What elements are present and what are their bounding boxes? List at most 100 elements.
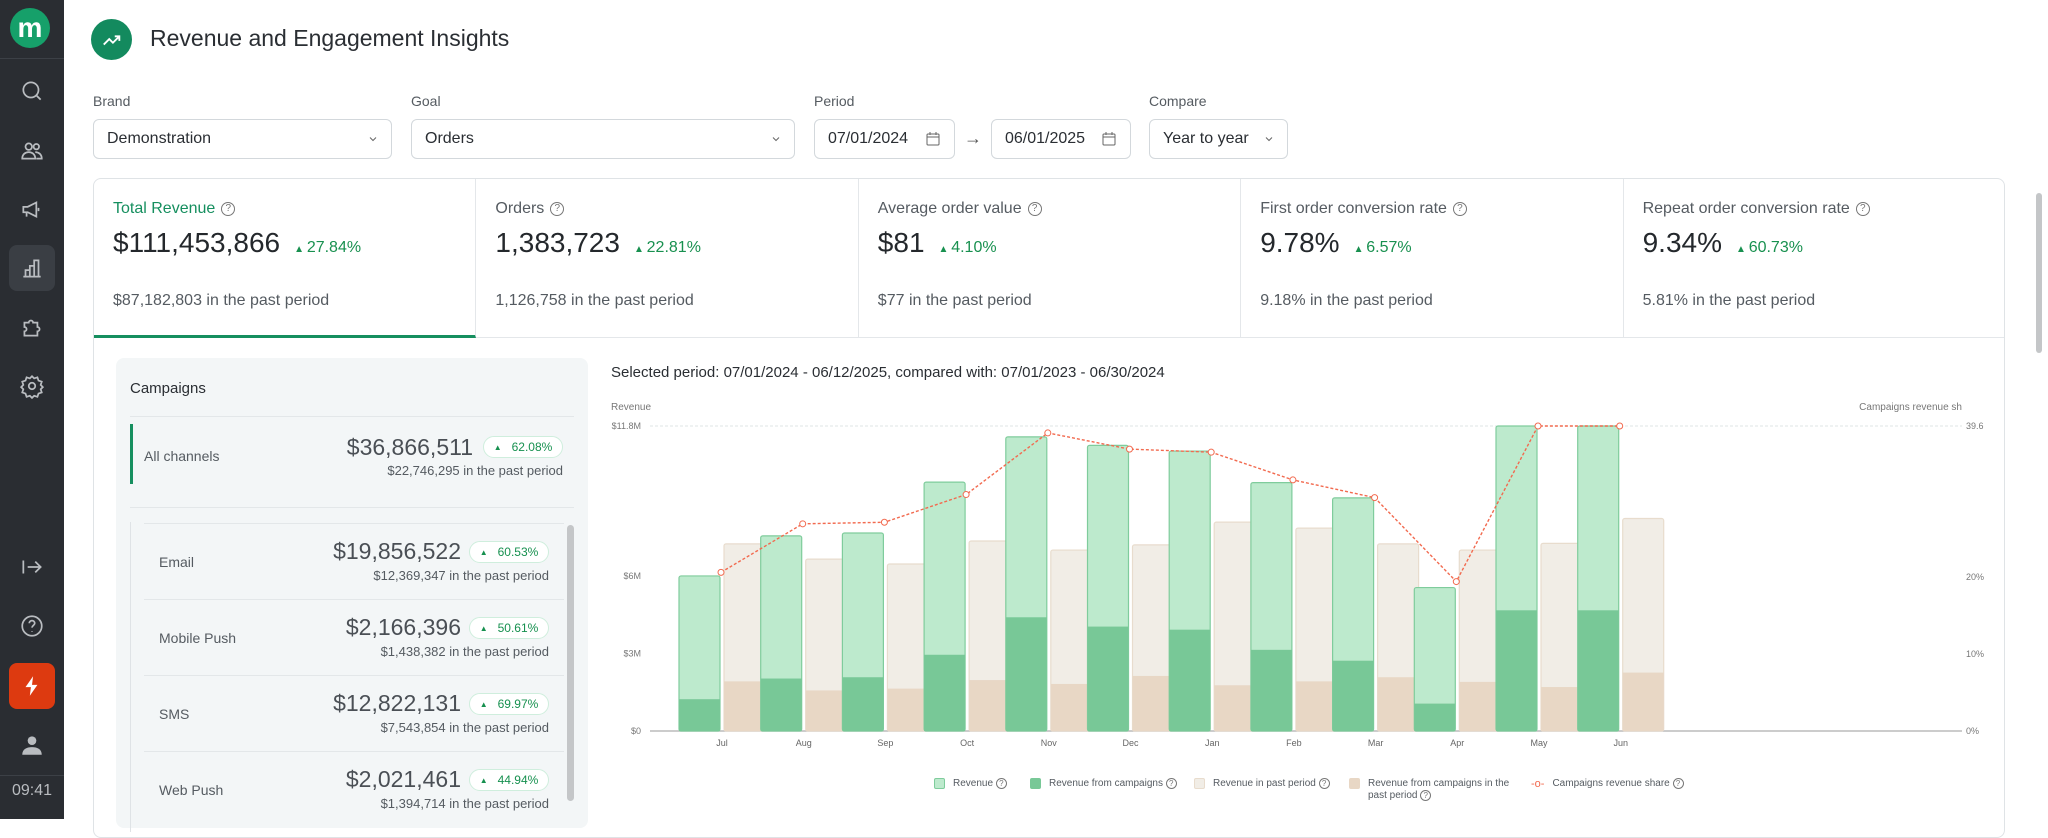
compare-select[interactable]: Year to year bbox=[1149, 119, 1288, 159]
legend-line-marker: -o- bbox=[1531, 778, 1545, 790]
channel-name: Mobile Push bbox=[159, 630, 237, 646]
y2-tick-label: 39.6 bbox=[1966, 421, 1984, 431]
channel-row[interactable]: Email $19,856,522 ▲ 60.53% $12,369,347 in… bbox=[144, 523, 564, 599]
chart-title: Selected period: 07/01/2024 - 06/12/2025… bbox=[611, 364, 1165, 381]
brand-label: Brand bbox=[93, 93, 131, 109]
legend-label: Revenue from campaigns bbox=[1049, 778, 1163, 789]
kpi-delta-value: 27.84% bbox=[306, 239, 362, 256]
compare-label: Compare bbox=[1149, 93, 1207, 109]
calendar-icon bbox=[1102, 132, 1116, 146]
kpi-tab[interactable]: First order conversion rate? 9.78% ▲ 6.57… bbox=[1241, 179, 1624, 338]
legend-item[interactable]: Revenue from campaigns in the past perio… bbox=[1349, 778, 1518, 802]
channel-row[interactable]: Mobile Push $2,166,396 ▲ 50.61% $1,438,38… bbox=[144, 599, 564, 675]
share-point bbox=[1044, 429, 1052, 437]
up-arrow-icon: ▲ bbox=[633, 244, 647, 255]
share-point bbox=[1207, 448, 1215, 456]
legend-item[interactable]: Revenue ? bbox=[934, 778, 1007, 790]
channel-name: SMS bbox=[159, 706, 190, 722]
settings-icon[interactable] bbox=[9, 363, 55, 409]
channel-value: $2,021,461 bbox=[345, 766, 461, 792]
help-icon[interactable]: ? bbox=[1452, 202, 1467, 216]
kpi-tab[interactable]: Repeat order conversion rate? 9.34% ▲ 60.… bbox=[1623, 179, 2004, 338]
goal-value: Orders bbox=[425, 130, 474, 147]
delta-badge: ▲ 69.97% bbox=[469, 693, 549, 715]
brand-select[interactable]: Demonstration bbox=[93, 119, 392, 159]
kpi-value: 9.78% bbox=[1260, 227, 1340, 258]
campaign-revenue-bar bbox=[842, 677, 884, 731]
legend-item[interactable]: Revenue from campaigns ? bbox=[1030, 778, 1177, 790]
chevron-down-icon bbox=[369, 137, 377, 142]
help-icon[interactable]: ? bbox=[1672, 778, 1684, 789]
help-icon[interactable]: ? bbox=[1420, 790, 1432, 801]
help-icon[interactable]: ? bbox=[1855, 202, 1870, 216]
past-value: $22,746,295 in the past period bbox=[387, 463, 563, 478]
expand-icon[interactable] bbox=[9, 544, 55, 590]
past-campaign-revenue-bar bbox=[724, 681, 765, 731]
goal-select[interactable]: Orders bbox=[411, 119, 795, 159]
delta-badge: ▲ 50.61% bbox=[469, 617, 549, 639]
delta-badge: ▲ 60.53% bbox=[469, 541, 549, 563]
app-logo[interactable]: m bbox=[10, 8, 50, 48]
share-point bbox=[880, 518, 888, 526]
share-point bbox=[1452, 578, 1460, 586]
kpi-delta-value: 4.10% bbox=[951, 239, 997, 256]
users-icon[interactable] bbox=[9, 128, 55, 174]
kpi-value: 1,383,723 bbox=[495, 227, 620, 258]
trend-icon bbox=[91, 19, 132, 60]
kpi-delta: ▲ 4.10% bbox=[939, 239, 997, 257]
page-scrollbar[interactable] bbox=[2036, 193, 2042, 353]
arrow-right-icon: → bbox=[964, 128, 982, 148]
y-axis-title: Revenue bbox=[611, 402, 651, 413]
help-icon[interactable]: ? bbox=[1165, 778, 1177, 789]
end-date-input[interactable]: 06/01/2025 bbox=[991, 119, 1131, 159]
puzzle-icon[interactable] bbox=[9, 304, 55, 350]
y2-tick-label: 20% bbox=[1966, 572, 1984, 582]
kpi-tab[interactable]: Total Revenue? $111,453,866 ▲ 27.84% $87,… bbox=[94, 179, 477, 338]
revenue-chart: Revenue Campaigns revenue sh $0 $3M $6M $11.8… bbox=[611, 402, 1984, 748]
delta-badge: ▲ 44.94% bbox=[469, 769, 549, 791]
kpi-title: Repeat order conversion rate bbox=[1642, 200, 1850, 217]
bolt-icon[interactable] bbox=[9, 663, 55, 709]
page-title: Revenue and Engagement Insights bbox=[150, 25, 510, 51]
past-campaign-revenue-bar bbox=[969, 680, 1011, 731]
channel-value: $36,866,511 bbox=[346, 434, 473, 460]
past-value: $1,438,382 in the past period bbox=[380, 644, 549, 659]
past-campaign-revenue-bar bbox=[1622, 672, 1664, 731]
past-value: $1,394,714 in the past period bbox=[380, 796, 549, 811]
kpi-delta-value: 6.57% bbox=[1366, 239, 1412, 256]
kpi-value: 9.34% bbox=[1642, 227, 1722, 258]
megaphone-icon[interactable] bbox=[9, 186, 55, 232]
share-point bbox=[1371, 494, 1379, 502]
list-scrollbar[interactable] bbox=[567, 525, 574, 801]
x-tick-label: Oct bbox=[960, 738, 975, 748]
share-point bbox=[1289, 476, 1297, 484]
channel-row[interactable]: SMS $12,822,131 ▲ 69.97% $7,543,854 in th… bbox=[144, 675, 564, 751]
all-channels-row[interactable]: All channels $36,866,511 ▲ 62.08% $22,746… bbox=[130, 424, 574, 484]
bar-chart-icon[interactable] bbox=[9, 245, 55, 291]
kpi-tab[interactable]: Orders? 1,383,723 ▲ 22.81% 1,126,758 in t… bbox=[476, 179, 859, 338]
help-icon[interactable]: ? bbox=[221, 202, 236, 216]
legend-item[interactable]: Revenue in past period ? bbox=[1194, 778, 1330, 790]
legend-label: Revenue in past period bbox=[1213, 778, 1316, 789]
kpi-tab[interactable]: Average order value? $81 ▲ 4.10% $77 in t… bbox=[858, 179, 1242, 338]
help-icon[interactable]: ? bbox=[550, 202, 565, 216]
help-icon[interactable]: ? bbox=[1027, 202, 1042, 216]
delta: 62.08% bbox=[511, 440, 553, 454]
help-icon[interactable]: ? bbox=[995, 778, 1007, 789]
help-icon[interactable]: ? bbox=[1318, 778, 1330, 789]
kpi-past: 5.81% in the past period bbox=[1642, 292, 1816, 309]
channel-row[interactable]: Web Push $2,021,461 ▲ 44.94% $1,394,714 i… bbox=[144, 751, 564, 827]
channel-value: $12,822,131 bbox=[333, 690, 461, 716]
divider bbox=[130, 522, 131, 832]
past-value: $7,543,854 in the past period bbox=[380, 720, 549, 735]
kpi-delta-value: 22.81% bbox=[646, 239, 701, 256]
start-date-input[interactable]: 07/01/2024 bbox=[814, 119, 955, 159]
user-icon[interactable] bbox=[9, 722, 55, 768]
x-tick-label: Aug bbox=[796, 738, 812, 748]
campaigns-panel: Campaigns All channels $36,866,511 ▲ 62.0… bbox=[116, 358, 588, 832]
past-value: $12,369,347 in the past period bbox=[373, 568, 549, 583]
search-icon[interactable] bbox=[9, 68, 55, 114]
kpi-past: $87,182,803 in the past period bbox=[113, 292, 330, 309]
legend-item[interactable]: -o- Campaigns revenue share ? bbox=[1531, 778, 1684, 790]
help-icon[interactable] bbox=[9, 603, 55, 649]
